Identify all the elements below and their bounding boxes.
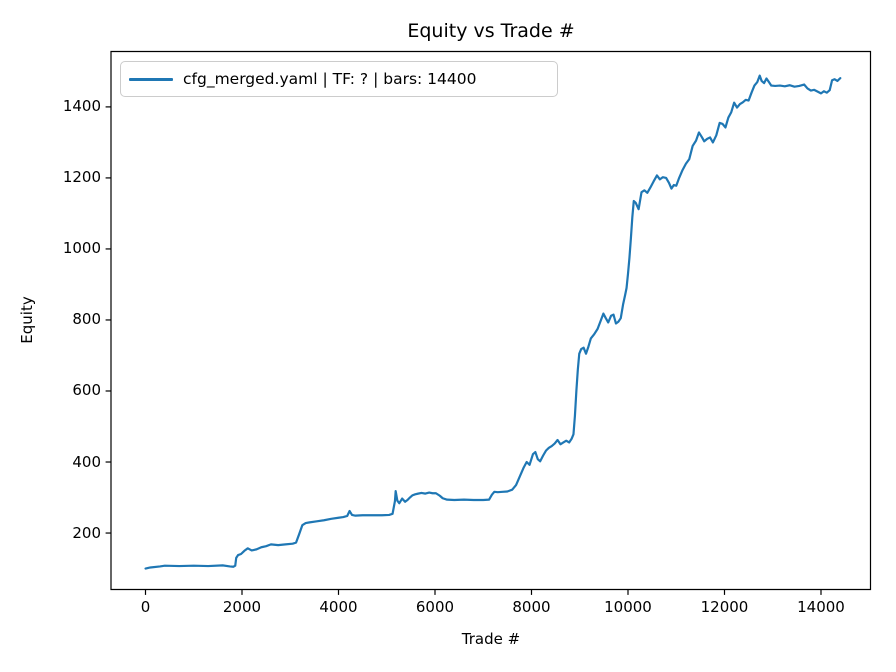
x-axis-label: Trade #	[461, 630, 521, 648]
x-tick-label: 14000	[797, 597, 845, 616]
x-tick-label: 0	[140, 597, 151, 616]
equity-line	[144, 74, 842, 570]
x-tick-label: 8000	[512, 597, 551, 616]
y-tick-label: 400	[72, 452, 101, 471]
y-tick-label: 1200	[62, 168, 101, 187]
y-tick-label: 600	[72, 381, 101, 400]
x-tick-label: 12000	[700, 597, 749, 616]
y-tick-label: 200	[72, 523, 101, 542]
y-tick-label: 1000	[62, 239, 101, 258]
x-tick-label: 6000	[415, 597, 455, 616]
chart-title: Equity vs Trade #	[407, 20, 575, 42]
x-tick-label: 10000	[604, 597, 652, 616]
y-tick-label: 800	[72, 310, 101, 329]
legend-line-sample	[129, 77, 173, 81]
x-tick-label: 4000	[319, 597, 358, 616]
legend: cfg_merged.yaml | TF: ? | bars: 14400	[120, 61, 558, 97]
axes-frame	[110, 50, 872, 591]
y-tick-label: 1400	[62, 97, 101, 116]
legend-label: cfg_merged.yaml | TF: ? | bars: 14400	[183, 70, 477, 88]
x-tick-label: 2000	[222, 597, 262, 616]
